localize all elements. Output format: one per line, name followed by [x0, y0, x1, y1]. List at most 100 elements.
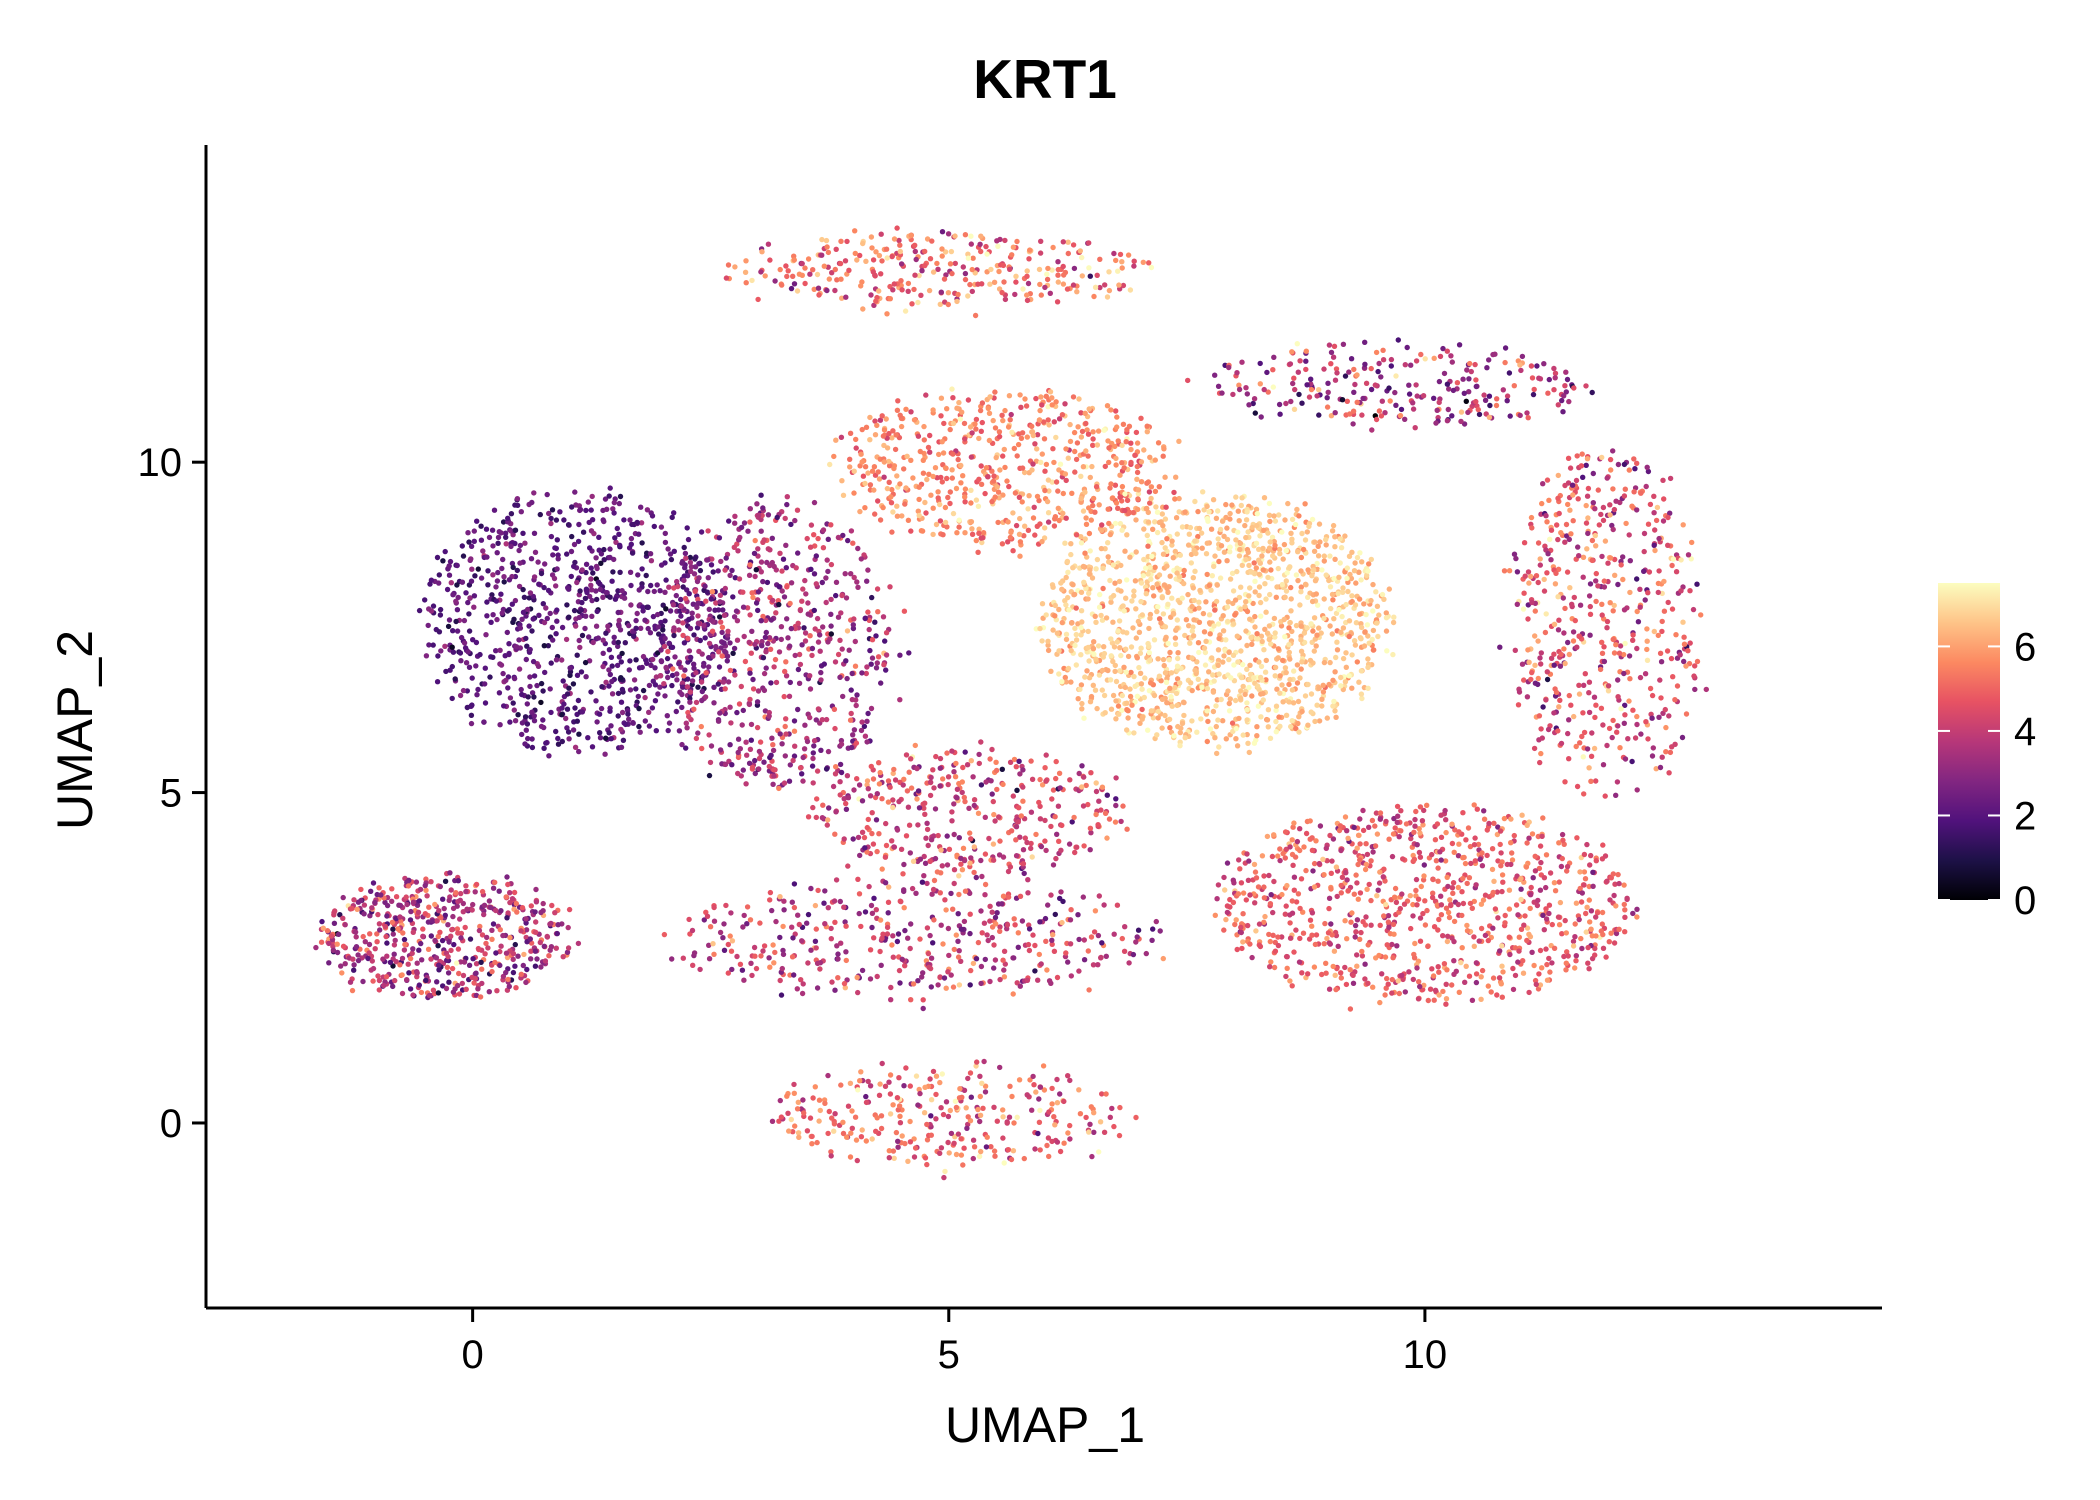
- data-point: [1570, 938, 1577, 945]
- data-point: [482, 665, 488, 671]
- data-point: [1023, 403, 1030, 409]
- data-point: [1365, 656, 1371, 662]
- data-point: [1473, 960, 1480, 966]
- data-point: [1231, 678, 1238, 684]
- data-point: [1502, 912, 1508, 919]
- data-point: [1663, 749, 1669, 755]
- data-point: [612, 535, 618, 541]
- data-point: [1270, 909, 1276, 916]
- data-point: [1412, 816, 1418, 823]
- data-point: [788, 521, 794, 528]
- data-point: [1542, 629, 1549, 636]
- data-point: [645, 604, 651, 610]
- data-point: [555, 735, 561, 742]
- data-point: [773, 679, 780, 686]
- data-point: [1459, 912, 1465, 919]
- data-point: [1083, 420, 1089, 427]
- data-point: [1166, 657, 1172, 663]
- data-point: [1652, 547, 1658, 554]
- data-point: [1634, 507, 1640, 513]
- data-point: [1075, 424, 1081, 430]
- data-point: [1308, 691, 1315, 697]
- data-point: [588, 582, 594, 588]
- data-point: [571, 607, 578, 614]
- data-point: [1210, 672, 1216, 678]
- data-point: [1645, 736, 1651, 742]
- data-point: [1672, 741, 1678, 747]
- data-point: [1583, 929, 1590, 935]
- data-point: [1279, 891, 1285, 898]
- data-point: [1609, 734, 1615, 741]
- data-point: [572, 489, 578, 495]
- data-point: [688, 568, 694, 575]
- data-point: [1309, 835, 1315, 841]
- cluster-main-core: [1033, 489, 1397, 757]
- data-point: [1345, 588, 1351, 595]
- data-point: [1085, 596, 1091, 602]
- data-point: [1174, 663, 1181, 669]
- data-point: [1173, 690, 1180, 697]
- data-point: [1314, 632, 1320, 638]
- data-point: [448, 580, 454, 586]
- data-point: [1598, 705, 1605, 711]
- data-point: [1363, 841, 1369, 847]
- data-point: [1344, 936, 1350, 942]
- data-point: [992, 425, 999, 431]
- data-point: [1549, 960, 1555, 966]
- data-point: [1610, 717, 1616, 724]
- data-point: [1593, 858, 1600, 864]
- data-point: [1170, 555, 1177, 561]
- data-point: [833, 437, 839, 443]
- data-point: [747, 506, 753, 512]
- data-point: [469, 675, 475, 681]
- data-point: [837, 637, 843, 643]
- data-point: [464, 704, 470, 711]
- data-point: [626, 622, 632, 629]
- data-point: [1286, 699, 1292, 705]
- data-point: [1059, 619, 1066, 626]
- data-point: [752, 757, 758, 764]
- data-point: [1271, 964, 1278, 971]
- data-point: [691, 706, 697, 712]
- data-point: [1139, 706, 1145, 713]
- data-point: [1238, 584, 1244, 590]
- data-point: [1063, 574, 1069, 581]
- data-point: [671, 510, 677, 516]
- data-point: [600, 594, 606, 600]
- data-point: [707, 759, 714, 766]
- data-point: [1613, 792, 1619, 798]
- data-point: [1029, 429, 1036, 435]
- data-point: [1479, 850, 1485, 856]
- data-point: [1522, 573, 1528, 579]
- data-point: [1206, 612, 1213, 618]
- data-point: [1235, 891, 1242, 897]
- data-point: [1622, 640, 1628, 647]
- data-point: [940, 532, 946, 538]
- data-point: [1438, 893, 1444, 899]
- data-point: [1583, 520, 1590, 526]
- data-point: [1307, 917, 1314, 923]
- data-point: [1422, 898, 1428, 904]
- data-point: [1383, 610, 1390, 616]
- data-point: [531, 574, 538, 580]
- data-point: [1494, 831, 1501, 838]
- data-point: [1243, 599, 1249, 605]
- data-point: [702, 583, 708, 589]
- data-point: [930, 473, 936, 480]
- data-point: [483, 526, 490, 532]
- data-point: [608, 723, 614, 729]
- data-point: [1495, 824, 1501, 830]
- data-point: [1299, 659, 1305, 665]
- data-point: [1495, 858, 1501, 864]
- data-point: [1295, 549, 1301, 555]
- data-point: [1265, 530, 1271, 536]
- data-point: [1099, 522, 1105, 528]
- data-point: [1451, 938, 1457, 945]
- data-point: [639, 566, 645, 572]
- data-point: [1288, 596, 1294, 602]
- data-point: [1593, 578, 1599, 584]
- data-point: [1280, 556, 1286, 562]
- data-point: [1053, 434, 1059, 441]
- data-point: [747, 696, 753, 703]
- data-point: [944, 406, 950, 412]
